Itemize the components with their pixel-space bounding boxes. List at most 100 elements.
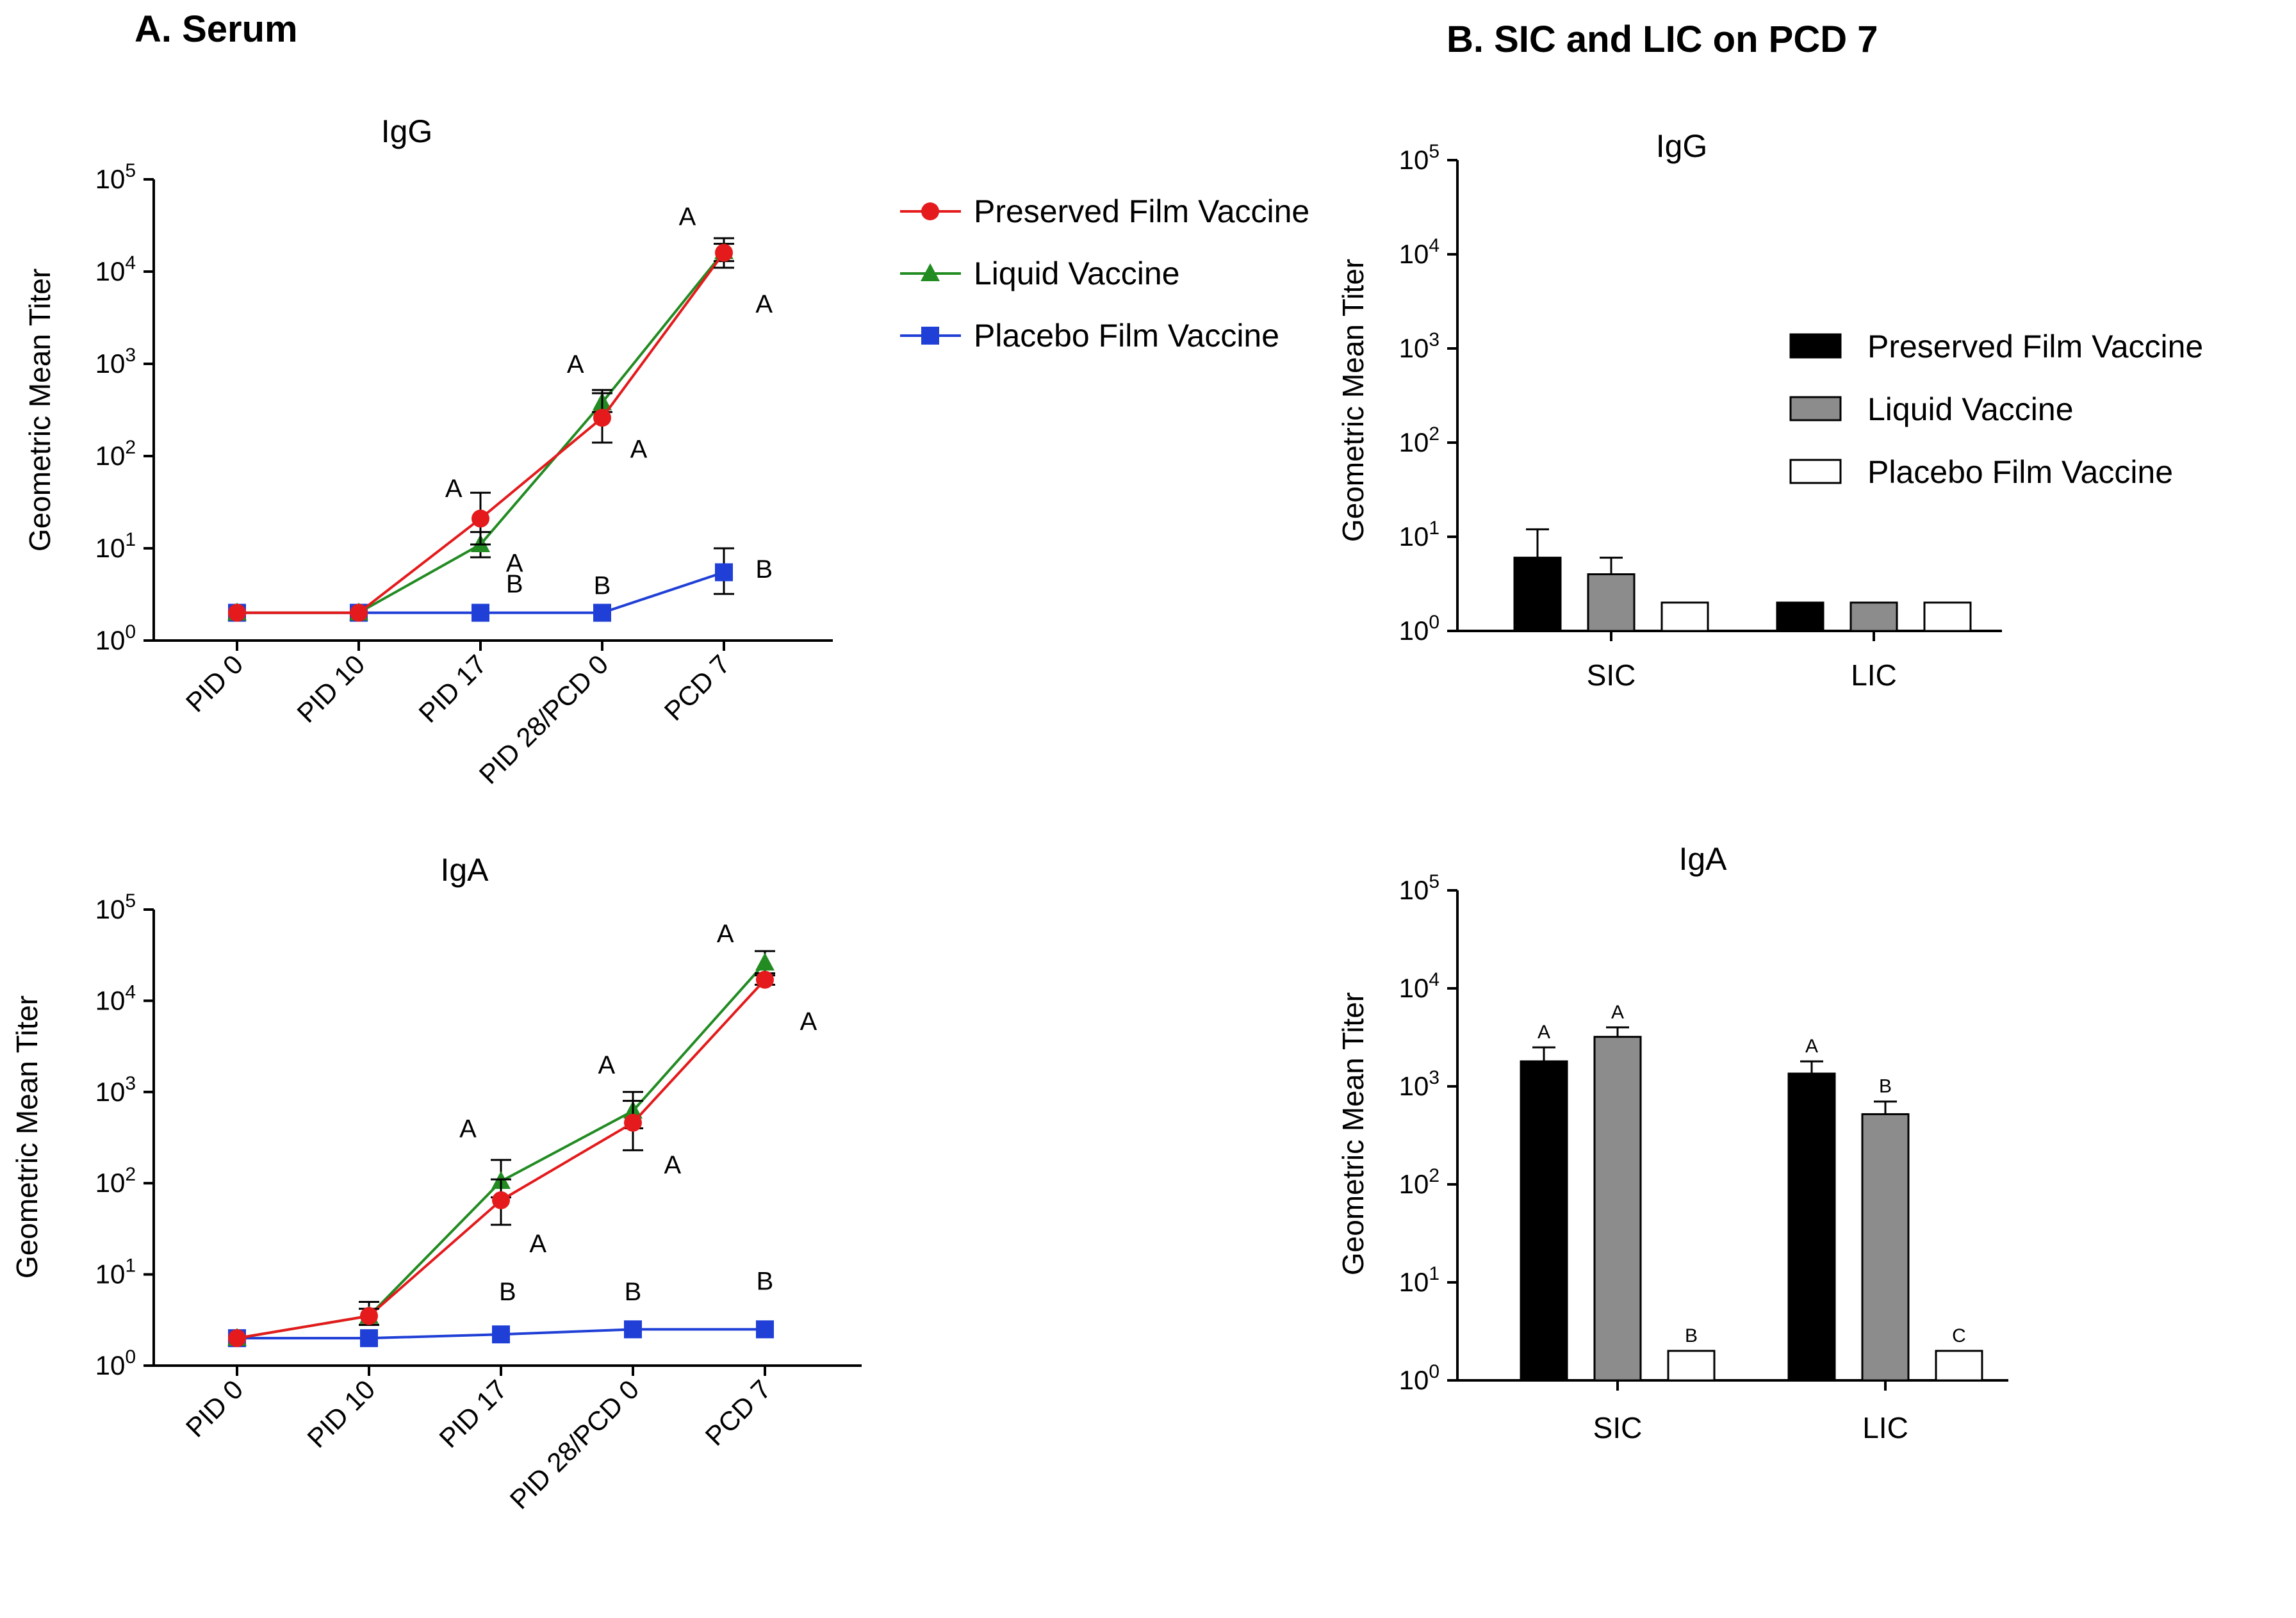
tick-exponent: 5 xyxy=(1429,141,1439,162)
tick-base: 10 xyxy=(95,441,126,471)
legend-marker xyxy=(921,263,940,281)
bar xyxy=(1513,557,1562,632)
tick-exponent: 2 xyxy=(125,437,136,458)
y-tick-label: 102 xyxy=(1399,423,1439,457)
panel-b-title: B. SIC and LIC on PCD 7 xyxy=(1447,19,1878,60)
tick-base: 10 xyxy=(1399,616,1429,646)
y-tick-label: 102 xyxy=(95,1164,136,1198)
significance-letter: A xyxy=(567,350,584,379)
y-tick-label: 104 xyxy=(95,252,136,286)
data-point xyxy=(593,409,611,427)
bar xyxy=(1776,601,1824,632)
x-tick-label: SIC xyxy=(1587,658,1636,692)
tick-exponent: 1 xyxy=(125,1255,136,1277)
x-tick-label: PID 10 xyxy=(291,649,370,728)
tick-base: 10 xyxy=(1399,427,1429,457)
y-tick-label: 104 xyxy=(95,981,136,1015)
significance-letter: A xyxy=(529,1230,546,1258)
significance-letter: B xyxy=(1685,1325,1698,1346)
legend-label: Placebo Film Vaccine xyxy=(1867,454,2173,490)
y-axis-label: Geometric Mean Titer xyxy=(1336,259,1370,542)
data-point xyxy=(756,1320,774,1339)
legend-label: Preserved Film Vaccine xyxy=(1867,329,2203,364)
y-tick-label: 105 xyxy=(95,160,136,194)
significance-letter: A xyxy=(445,475,463,503)
x-tick-label: PID 17 xyxy=(413,649,492,728)
chart-title: IgA xyxy=(1678,841,1727,877)
tick-base: 10 xyxy=(95,1168,126,1198)
tick-base: 10 xyxy=(1399,239,1429,269)
x-tick-label: PID 17 xyxy=(433,1374,512,1453)
legend-label: Placebo Film Vaccine xyxy=(974,318,1279,354)
tick-exponent: 1 xyxy=(125,529,136,550)
tick-base: 10 xyxy=(1399,1365,1429,1395)
series-line xyxy=(237,250,725,614)
legend-label: Liquid Vaccine xyxy=(1867,391,2074,427)
data-point xyxy=(360,1329,378,1348)
y-tick-label: 103 xyxy=(95,345,136,379)
significance-letter: A xyxy=(630,436,648,464)
significance-letter: B xyxy=(757,1268,774,1296)
x-tick-label: PCD 7 xyxy=(700,1374,777,1451)
tick-base: 10 xyxy=(95,625,126,655)
data-point xyxy=(360,1307,378,1325)
y-tick-label: 101 xyxy=(1399,1263,1439,1297)
tick-exponent: 0 xyxy=(1429,1361,1439,1382)
tick-base: 10 xyxy=(95,985,126,1015)
y-tick-label: 102 xyxy=(95,437,136,471)
tick-exponent: 0 xyxy=(125,1346,136,1368)
tick-base: 10 xyxy=(1399,973,1429,1003)
data-point xyxy=(593,603,611,622)
y-axis-label: Geometric Mean Titer xyxy=(23,268,56,552)
data-point xyxy=(715,563,733,582)
tick-exponent: 2 xyxy=(1429,423,1439,445)
tick-exponent: 1 xyxy=(1429,1263,1439,1284)
significance-letter: A xyxy=(679,202,696,231)
data-point xyxy=(624,1113,642,1132)
bar xyxy=(1587,573,1636,632)
significance-letter: A xyxy=(664,1151,681,1179)
tick-base: 10 xyxy=(95,533,126,563)
data-point xyxy=(492,1191,510,1209)
x-tick-label: PID 10 xyxy=(301,1374,381,1453)
tick-base: 10 xyxy=(1399,875,1429,905)
tick-base: 10 xyxy=(1399,333,1429,363)
chart-title: IgG xyxy=(381,113,433,149)
tick-exponent: 4 xyxy=(1429,235,1439,256)
x-tick-label: SIC xyxy=(1593,1411,1643,1444)
x-tick-label: PID 0 xyxy=(180,649,249,718)
tick-exponent: 0 xyxy=(1429,612,1439,633)
legend-swatch xyxy=(1789,396,1842,421)
significance-letter: B xyxy=(625,1278,642,1306)
x-tick-label: PID 0 xyxy=(180,1374,249,1443)
tick-exponent: 4 xyxy=(125,252,136,274)
data-point xyxy=(624,1320,642,1339)
bar xyxy=(1787,1072,1836,1382)
x-tick-label: PID 28/PCD 0 xyxy=(504,1374,645,1515)
y-tick-label: 105 xyxy=(1399,141,1439,175)
tick-exponent: 2 xyxy=(125,1164,136,1185)
tick-base: 10 xyxy=(95,1077,126,1107)
tick-exponent: 5 xyxy=(125,890,136,911)
bar xyxy=(1660,601,1709,632)
tick-base: 10 xyxy=(1399,1267,1429,1297)
tick-exponent: 0 xyxy=(125,621,136,642)
x-tick-label: LIC xyxy=(1862,1411,1908,1444)
data-point xyxy=(715,243,733,262)
significance-letter: A xyxy=(506,549,523,577)
tick-base: 10 xyxy=(95,256,126,286)
tick-exponent: 2 xyxy=(1429,1165,1439,1186)
tick-base: 10 xyxy=(1399,145,1429,175)
significance-letter: A xyxy=(598,1051,615,1079)
legend-swatch xyxy=(1789,459,1842,484)
y-tick-label: 104 xyxy=(1399,235,1439,269)
data-point xyxy=(228,603,246,622)
y-axis-label: Geometric Mean Titer xyxy=(1336,992,1370,1275)
significance-letter: B xyxy=(506,570,523,598)
y-tick-label: 105 xyxy=(95,890,136,924)
significance-letter: B xyxy=(499,1278,516,1306)
y-tick-label: 100 xyxy=(1399,1361,1439,1395)
